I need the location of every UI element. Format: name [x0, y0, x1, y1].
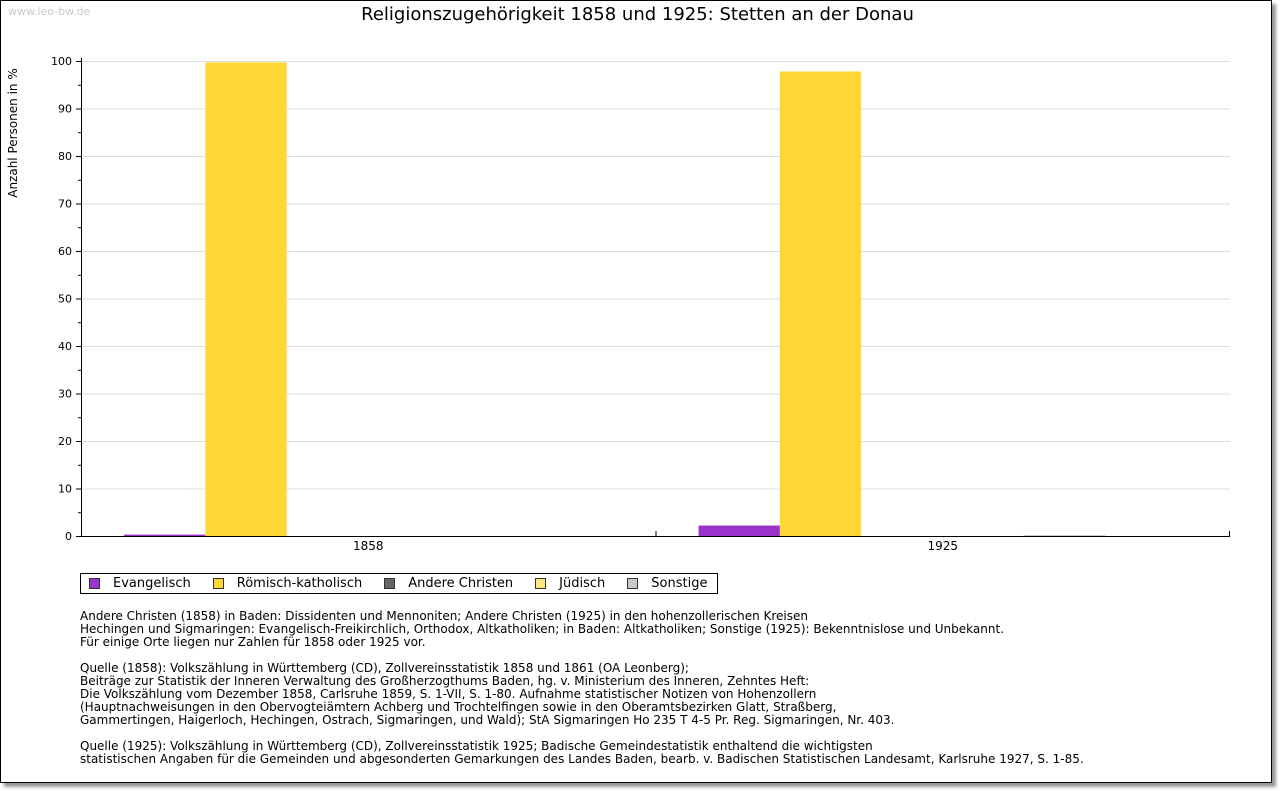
- y-tick-label: 30: [58, 388, 72, 401]
- legend-label: Römisch-katholisch: [236, 576, 363, 591]
- x-tick-label: 1858: [353, 539, 384, 553]
- legend-label: Evangelisch: [113, 576, 191, 591]
- legend-item: Evangelisch: [89, 576, 191, 591]
- legend-swatch: [212, 578, 224, 589]
- y-tick-label: 60: [58, 245, 72, 258]
- y-tick-label: 100: [51, 55, 72, 68]
- y-tick-label: 20: [58, 435, 72, 448]
- legend-swatch: [535, 578, 547, 589]
- legend-swatch: [89, 578, 100, 589]
- chart-legend: Evangelisch Römisch-katholisch Andere Chri…: [80, 573, 719, 594]
- legend-item: Jüdisch: [535, 576, 605, 591]
- bar-r-misch-katholisch-1925: [779, 71, 862, 536]
- x-tick-label: 1925: [927, 539, 958, 553]
- y-tick-label: 70: [58, 198, 72, 211]
- y-tick-label: 80: [58, 150, 72, 163]
- bar-r-misch-katholisch-1858: [205, 62, 287, 537]
- note-source-1858: Quelle (1858): Volkszählung in Württembe…: [80, 661, 895, 727]
- y-tick-label: 40: [58, 340, 72, 353]
- legend-item: Andere Christen: [384, 576, 513, 591]
- y-tick-label: 50: [58, 293, 72, 306]
- legend-label: Jüdisch: [559, 576, 606, 591]
- note-definitions: Andere Christen (1858) in Baden: Disside…: [80, 609, 1004, 649]
- legend-label: Andere Christen: [408, 576, 514, 591]
- watermark: www.leo-bw.de: [8, 5, 91, 18]
- legend-swatch: [384, 578, 396, 589]
- legend-item: Römisch-katholisch: [212, 576, 363, 591]
- y-tick-label: 10: [58, 483, 72, 496]
- legend-label: Sonstige: [651, 576, 708, 591]
- bar-sonstige-1925: [1023, 535, 1106, 536]
- chart-notes: Andere Christen (1858) in Baden: Disside…: [80, 610, 1084, 779]
- y-tick-label: 0: [65, 530, 72, 543]
- note-source-1925: Quelle (1925): Volkszählung in Württembe…: [80, 739, 1084, 766]
- legend-swatch: [627, 578, 639, 589]
- chart-title: Religionszugehörigkeit 1858 und 1925: St…: [361, 4, 914, 25]
- y-tick-label: 90: [58, 103, 72, 116]
- bar-evangelisch-1925: [698, 525, 780, 536]
- legend-item: Sonstige: [627, 576, 707, 591]
- bar-evangelisch-1858: [124, 534, 206, 536]
